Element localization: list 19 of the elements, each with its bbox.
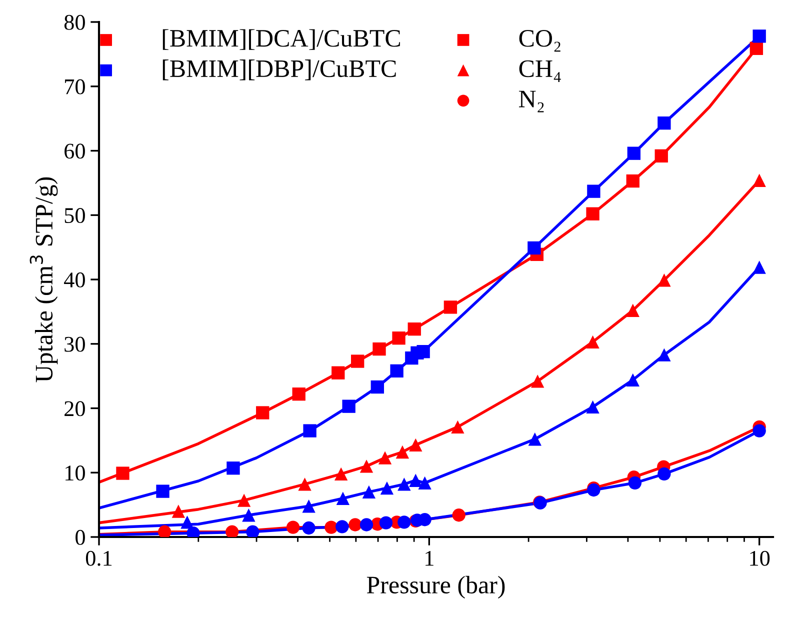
- x-tick-label: 10: [750, 550, 770, 566]
- x-tick-label: 0.1: [86, 550, 112, 566]
- y-tick-label: 80: [64, 14, 85, 30]
- y-tick-label: 50: [64, 208, 85, 224]
- y-tick-label: 60: [64, 144, 85, 159]
- legend-label: N₂: [519, 90, 544, 112]
- y-tick-label: 30: [64, 336, 85, 352]
- x-axis-title: Pressure (bar): [366, 576, 505, 599]
- legend-label: [BMIM][DBP]/CuBTC: [162, 60, 396, 80]
- legend-label: CO₂: [519, 30, 560, 52]
- y-tick-label: 20: [64, 401, 85, 416]
- y-tick-label: 70: [65, 79, 85, 94]
- y-tick-label: 10: [66, 466, 85, 481]
- legend-label: [BMIM][DCA]/CuBTC: [162, 29, 400, 50]
- y-tick-label: 40: [64, 272, 85, 288]
- x-tick-label: 1: [426, 550, 434, 566]
- legend-label: CH₄: [519, 60, 561, 82]
- y-axis-title: Uptake (cm$^{3}$ STP/g): [30, 177, 58, 382]
- y-tick-label: 0: [76, 530, 85, 545]
